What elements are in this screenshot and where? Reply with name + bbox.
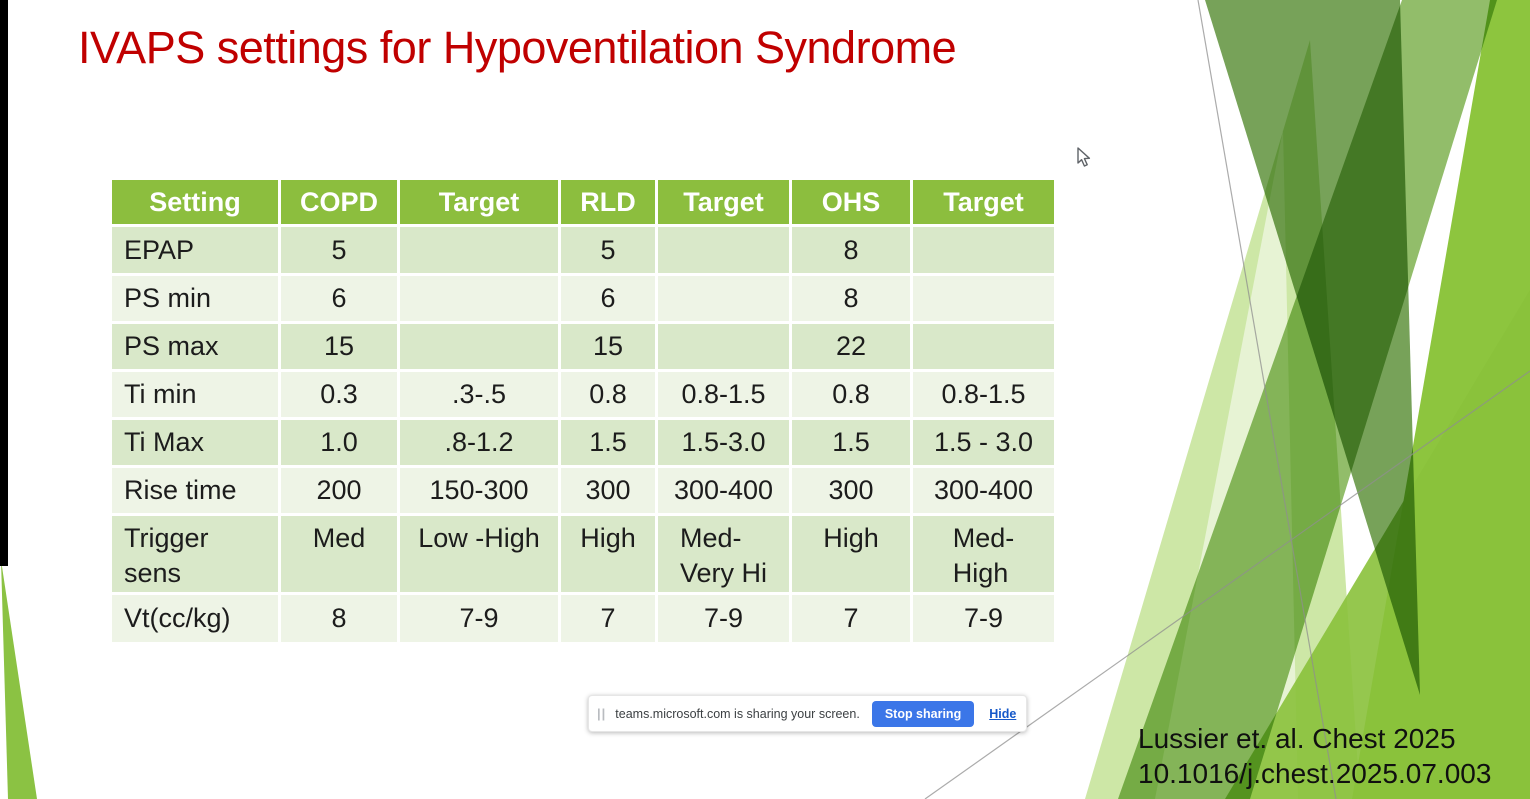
column-header-setting: Setting: [112, 180, 278, 224]
table-row-ti-max: Ti Max 1.0 .8-1.2 1.5 1.5-3.0 1.5 1.5 - …: [112, 420, 1054, 465]
column-header-target-2: Target: [658, 180, 789, 224]
table-cell: 1.0: [281, 420, 397, 465]
table-cell: Med: [281, 516, 397, 592]
table-cell: 1.5-3.0: [658, 420, 789, 465]
citation-line-2: 10.1016/j.chest.2025.07.003: [1138, 758, 1492, 789]
table-cell: 5: [561, 227, 655, 273]
column-header-rld: RLD: [561, 180, 655, 224]
table-cell: [913, 227, 1054, 273]
table-cell: 150-300: [400, 468, 558, 513]
table-cell: 6: [281, 276, 397, 321]
mouse-cursor-icon: [1077, 147, 1091, 167]
column-header-target-3: Target: [913, 180, 1054, 224]
column-header-target-1: Target: [400, 180, 558, 224]
table-cell: Trigger sens: [112, 516, 278, 592]
slide-title: IVAPS settings for Hypoventilation Syndr…: [78, 22, 957, 73]
table-cell: [400, 276, 558, 321]
table-cell: [913, 276, 1054, 321]
column-header-copd: COPD: [281, 180, 397, 224]
table-cell: 22: [792, 324, 910, 369]
table-cell: 300: [561, 468, 655, 513]
table-cell: 0.8-1.5: [658, 372, 789, 417]
table-cell: Low -High: [400, 516, 558, 592]
table-cell: [658, 324, 789, 369]
stop-sharing-button[interactable]: Stop sharing: [871, 700, 975, 727]
table-cell: Rise time: [112, 468, 278, 513]
table-cell: 8: [792, 227, 910, 273]
table-cell: [658, 227, 789, 273]
table-cell: Med- High: [913, 516, 1054, 592]
table-cell: 300-400: [913, 468, 1054, 513]
table-row-ps-max: PS max 15 15 22: [112, 324, 1054, 369]
table-cell: 6: [561, 276, 655, 321]
table-row-trigger-sens: Trigger sens Med Low -High High Med- Ver…: [112, 516, 1054, 592]
citation-line-1: Lussier et. al. Chest 2025: [1138, 723, 1456, 754]
table-cell: 1.5 - 3.0: [913, 420, 1054, 465]
table-cell: .3-.5: [400, 372, 558, 417]
table-cell: 1.5: [792, 420, 910, 465]
table-cell: Ti min: [112, 372, 278, 417]
table-cell: 8: [281, 595, 397, 642]
table-cell: 7-9: [658, 595, 789, 642]
table-cell: [913, 324, 1054, 369]
table-row-ti-min: Ti min 0.3 .3-.5 0.8 0.8-1.5 0.8 0.8-1.5: [112, 372, 1054, 417]
share-message: teams.microsoft.com is sharing your scre…: [615, 706, 860, 721]
table-cell: 0.8: [561, 372, 655, 417]
table-cell: Vt(cc/kg): [112, 595, 278, 642]
table-cell: 200: [281, 468, 397, 513]
table-cell: Ti Max: [112, 420, 278, 465]
drag-handle-icon[interactable]: ||: [597, 706, 607, 721]
table-cell: PS max: [112, 324, 278, 369]
table-cell: High: [792, 516, 910, 592]
table-cell: 15: [281, 324, 397, 369]
table-cell: 300: [792, 468, 910, 513]
screen-share-bar: || teams.microsoft.com is sharing your s…: [588, 695, 1028, 732]
table-cell: [658, 276, 789, 321]
table-cell: 7-9: [400, 595, 558, 642]
column-header-ohs: OHS: [792, 180, 910, 224]
table-cell: 0.3: [281, 372, 397, 417]
table-cell: PS min: [112, 276, 278, 321]
hide-link[interactable]: Hide: [989, 706, 1017, 721]
table-row-ps-min: PS min 6 6 8: [112, 276, 1054, 321]
table-cell: 7: [561, 595, 655, 642]
table-cell: 0.8: [792, 372, 910, 417]
letterbox-bar: [0, 0, 8, 566]
table-cell: High: [561, 516, 655, 592]
table-row-vt: Vt(cc/kg) 8 7-9 7 7-9 7 7-9: [112, 595, 1054, 642]
table-row-rise-time: Rise time 200 150-300 300 300-400 300 30…: [112, 468, 1054, 513]
table-cell: 15: [561, 324, 655, 369]
table-header-row: Setting COPD Target RLD Target OHS Targe…: [112, 180, 1054, 224]
table-cell: [400, 324, 558, 369]
table-cell: 8: [792, 276, 910, 321]
table-cell: 7-9: [913, 595, 1054, 642]
table-cell: 300-400: [658, 468, 789, 513]
table-cell: Med- Very Hi: [658, 516, 789, 592]
table-cell: 0.8-1.5: [913, 372, 1054, 417]
table-row-epap: EPAP 5 5 8: [112, 227, 1054, 273]
table-cell: [400, 227, 558, 273]
table-cell: .8-1.2: [400, 420, 558, 465]
table-cell: EPAP: [112, 227, 278, 273]
table-cell: 7: [792, 595, 910, 642]
settings-table: Setting COPD Target RLD Target OHS Targe…: [112, 180, 1054, 645]
table-cell: 5: [281, 227, 397, 273]
citation: Lussier et. al. Chest 2025 10.1016/j.che…: [1138, 721, 1491, 791]
table-cell: 1.5: [561, 420, 655, 465]
